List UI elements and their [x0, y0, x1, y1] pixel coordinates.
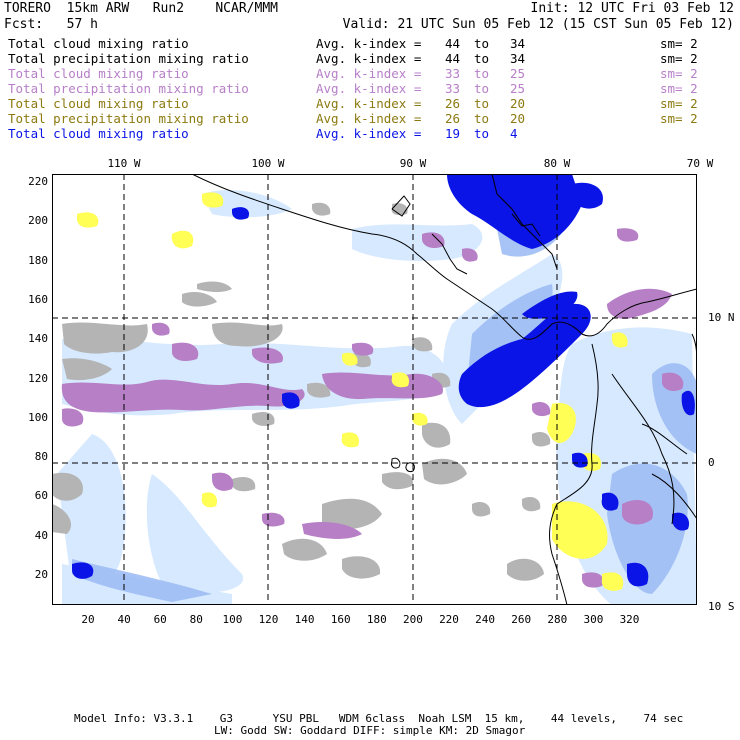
legend-to-value: 4 — [510, 126, 518, 141]
y-tick: 140 — [28, 332, 48, 346]
lon-label: 100 W — [251, 157, 285, 170]
weather-map — [52, 174, 697, 605]
legend-to-word: to — [474, 96, 490, 111]
legend-smoothing: sm= 2 — [660, 36, 698, 51]
x-tick: 200 — [402, 613, 423, 626]
legend-smoothing: sm= 2 — [660, 51, 698, 66]
legend-from-value: 44 — [445, 51, 461, 66]
legend-smoothing: sm= 2 — [660, 81, 698, 96]
x-tick: 140 — [294, 613, 315, 626]
legend-to-word: to — [474, 51, 490, 66]
footer-physics-info: LW: Godd SW: Goddard DIFF: simple KM: 2D… — [214, 724, 526, 737]
x-tick: 260 — [511, 613, 532, 626]
x-tick: 40 — [117, 613, 131, 626]
legend-from-value: 33 — [445, 66, 461, 81]
valid-time: Valid: 21 UTC Sun 05 Feb 12 (15 CST Sun … — [342, 17, 734, 32]
footer-model-info: Model Info: V3.3.1 G3 YSU PBL WDM 6class… — [74, 712, 684, 725]
legend-smoothing: sm= 2 — [660, 96, 698, 111]
lon-label: 110 W — [107, 157, 141, 170]
lat-label: 0 — [708, 456, 715, 469]
legend-avg-label: Avg. k-index = — [316, 66, 422, 81]
x-tick: 320 — [619, 613, 640, 626]
x-tick: 120 — [258, 613, 279, 626]
y-tick: 180 — [28, 253, 48, 267]
lat-lon-grid — [52, 174, 697, 605]
y-tick: 60 — [34, 489, 48, 503]
y-tick: 20 — [34, 568, 48, 581]
legend-to-value: 34 — [510, 51, 526, 66]
x-tick: 160 — [330, 613, 351, 626]
legend-to-value: 25 — [510, 81, 526, 96]
legend-to-word: to — [474, 36, 490, 51]
legend-avg-label: Avg. k-index = — [316, 111, 422, 126]
legend-field-name: Total cloud mixing ratio — [8, 96, 189, 111]
x-tick: 220 — [439, 613, 459, 626]
y-tick: 120 — [28, 371, 48, 385]
legend-to-value: 34 — [510, 36, 526, 51]
lon-label: 80 W — [543, 157, 571, 170]
legend-from-value: 26 — [445, 111, 461, 126]
legend-field-name: Total precipitation mixing ratio — [8, 81, 249, 96]
legend-avg-label: Avg. k-index = — [316, 126, 422, 141]
forecast-hour: Fcst: 57 h — [4, 17, 98, 32]
legend-to-value: 25 — [510, 66, 526, 81]
legend-smoothing: sm= 2 — [660, 66, 698, 81]
x-tick: 80 — [189, 613, 203, 626]
legend-to-word: to — [474, 66, 490, 81]
model-title: TORERO 15km ARW Run2 NCAR/MMM — [4, 1, 278, 16]
legend-field-name: Total precipitation mixing ratio — [8, 111, 249, 126]
legend-from-value: 44 — [445, 36, 461, 51]
x-tick: 100 — [222, 613, 243, 626]
x-tick: 280 — [547, 613, 568, 626]
y-tick: 80 — [34, 450, 48, 464]
x-tick: 240 — [475, 613, 496, 626]
map-frame — [52, 174, 697, 605]
coastlines — [191, 174, 697, 605]
legend-field-name: Total cloud mixing ratio — [8, 126, 189, 141]
y-tick: 200 — [28, 214, 48, 228]
legend-smoothing: sm= 2 — [660, 111, 698, 126]
lon-label: 70 W — [686, 157, 714, 170]
legend-to-word: to — [474, 111, 490, 126]
y-tick: 220 — [28, 175, 48, 188]
legend-field-name: Total cloud mixing ratio — [8, 36, 189, 51]
legend-to-word: to — [474, 81, 490, 96]
legend-to-value: 20 — [510, 111, 526, 126]
legend-avg-label: Avg. k-index = — [316, 36, 422, 51]
x-tick: 180 — [366, 613, 387, 626]
x-tick: 300 — [583, 613, 604, 626]
x-tick: 20 — [81, 613, 95, 626]
strong-blue-cloud-patches — [72, 174, 695, 587]
gray-cloud-patches — [52, 202, 551, 581]
legend-field-name: Total cloud mixing ratio — [8, 66, 189, 81]
lat-label: 10 N — [708, 311, 735, 324]
lon-label: 90 W — [399, 157, 427, 170]
legend-field-name: Total precipitation mixing ratio — [8, 51, 249, 66]
init-time: Init: 12 UTC Fri 03 Feb 12 — [530, 1, 735, 16]
legend-from-value: 19 — [445, 126, 461, 141]
x-tick: 60 — [153, 613, 167, 626]
legend-from-value: 26 — [445, 96, 461, 111]
legend-avg-label: Avg. k-index = — [316, 81, 422, 96]
lat-label: 10 S — [708, 600, 735, 613]
legend-to-value: 20 — [510, 96, 526, 111]
legend-avg-label: Avg. k-index = — [316, 96, 422, 111]
legend-from-value: 33 — [445, 81, 461, 96]
y-tick: 100 — [28, 410, 48, 424]
y-tick: 40 — [34, 528, 48, 542]
legend-to-word: to — [474, 126, 490, 141]
yellow-cloud-patches — [77, 192, 628, 591]
y-tick: 160 — [28, 292, 48, 306]
legend-avg-label: Avg. k-index = — [316, 51, 422, 66]
